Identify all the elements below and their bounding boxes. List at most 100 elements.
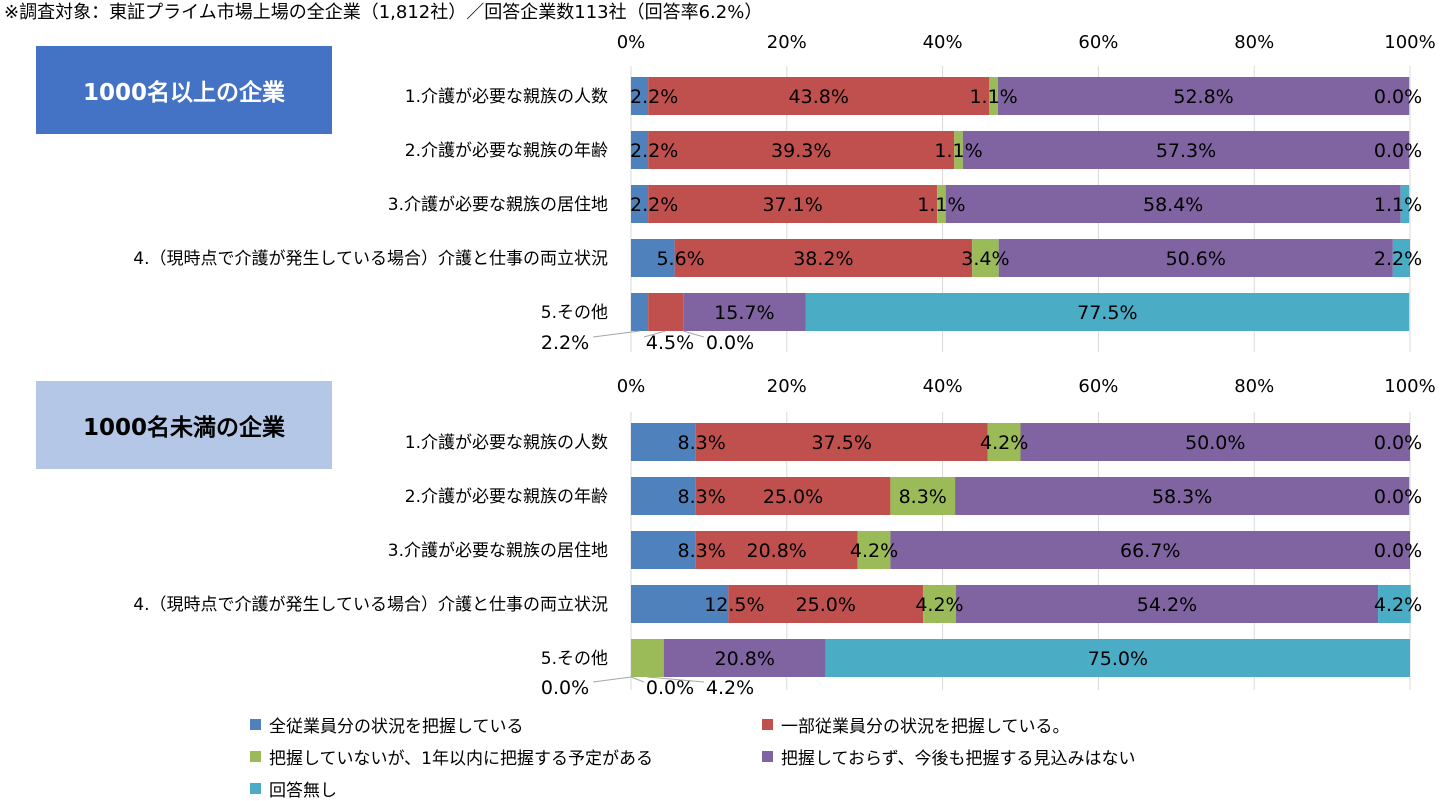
- legend-swatch: [762, 719, 773, 730]
- data-label: 57.3%: [1156, 140, 1216, 162]
- legend-swatch: [250, 719, 261, 730]
- data-label: 0.0%: [1374, 486, 1422, 508]
- bar-segment: [631, 131, 649, 169]
- category-label: 3.介護が必要な親族の居住地: [388, 195, 608, 215]
- data-label: 1.1%: [1374, 194, 1422, 216]
- bar-segment: [631, 293, 649, 331]
- data-label: 3.4%: [961, 248, 1009, 270]
- bar-segment: [997, 77, 1410, 115]
- bar-segment: [631, 185, 649, 223]
- legend-label: 把握していないが、1年以内に把握する予定がある: [269, 749, 653, 769]
- bar-segment: [648, 293, 684, 331]
- data-label: 0.0%: [541, 677, 589, 699]
- callout-line: [683, 330, 705, 338]
- stacked-bar-chart: 0% 20% 40% 60% 80% 100% 1.介護が必要な親族の人数 2.2% 43.8%…: [133, 32, 1435, 699]
- data-label: 15.7%: [714, 302, 774, 324]
- bar-segment: [695, 423, 988, 461]
- bar-segment: [728, 585, 924, 623]
- legend-item: 全従業員分の状況を把握している: [250, 712, 524, 737]
- bar-segment: [972, 239, 999, 277]
- bar-segment: [695, 477, 891, 515]
- category-label: 2.介護が必要な親族の年齢: [405, 141, 608, 161]
- legend-item: 回答無し: [250, 776, 337, 801]
- survey-note: ※調査対象：東証プライム市場上場の全企業（1,812社）／回答企業数113社（回…: [4, 2, 763, 23]
- bar-segment: [998, 239, 1393, 277]
- category-label: 1.介護が必要な親族の人数: [405, 433, 608, 453]
- bar-segment: [1400, 185, 1410, 223]
- x-tick-label: 40%: [923, 376, 963, 397]
- x-tick-label: 0%: [617, 376, 646, 397]
- legend: 全従業員分の状況を把握している 一部従業員分の状況を把握している。 把握していな…: [250, 710, 1250, 801]
- legend-label: 回答無し: [269, 781, 337, 801]
- data-label: 2.2%: [630, 86, 678, 108]
- bar-segment: [989, 77, 998, 115]
- data-label: 0.0%: [1374, 86, 1422, 108]
- panel-label-small-companies: 1000名未満の企業: [36, 381, 332, 469]
- data-label: 4.2%: [850, 540, 898, 562]
- category-label: 2.介護が必要な親族の年齢: [405, 487, 608, 507]
- data-label: 25.0%: [763, 486, 823, 508]
- data-label: 8.3%: [899, 486, 947, 508]
- bar-segment: [1020, 423, 1410, 461]
- bar-segment: [631, 477, 696, 515]
- legend-label: 一部従業員分の状況を把握している。: [781, 717, 1070, 737]
- bar-segment: [890, 531, 1410, 569]
- data-label: 8.3%: [678, 486, 726, 508]
- x-tick-label: 80%: [1234, 32, 1274, 53]
- bar-segment: [857, 531, 891, 569]
- data-label: 37.1%: [762, 194, 822, 216]
- category-label: 3.介護が必要な親族の居住地: [388, 541, 608, 561]
- callout-line: [592, 676, 632, 683]
- panel-label-large-companies: 1000名以上の企業: [36, 46, 332, 134]
- data-label: 8.3%: [678, 540, 726, 562]
- data-label: 0.0%: [1374, 540, 1422, 562]
- data-label: 4.2%: [915, 594, 963, 616]
- category-label: 1.介護が必要な親族の人数: [405, 87, 608, 107]
- bar-segment: [631, 239, 675, 277]
- category-label: 4.（現時点で介護が発生している場合）介護と仕事の両立状況: [133, 595, 608, 615]
- data-label: 2.2%: [630, 194, 678, 216]
- data-label: 20.8%: [746, 540, 806, 562]
- data-label: 1.1%: [934, 140, 982, 162]
- bar-segment: [683, 293, 806, 331]
- data-label: 4.5%: [646, 332, 694, 354]
- x-tick-label: 60%: [1078, 376, 1118, 397]
- data-label: 25.0%: [796, 594, 856, 616]
- x-tick-label: 60%: [1078, 32, 1118, 53]
- bar-segment: [987, 423, 1021, 461]
- data-label: 2.2%: [1374, 248, 1422, 270]
- data-label: 8.3%: [678, 432, 726, 454]
- bar-segment: [954, 131, 963, 169]
- legend-label: 全従業員分の状況を把握している: [269, 717, 524, 737]
- x-tick-label: 20%: [767, 32, 807, 53]
- bar-segment: [805, 293, 1410, 331]
- data-label: 50.0%: [1185, 432, 1245, 454]
- data-label: 38.2%: [793, 248, 853, 270]
- bar-segment: [1378, 585, 1411, 623]
- x-tick-label: 100%: [1384, 32, 1435, 53]
- data-label: 50.6%: [1166, 248, 1226, 270]
- bar-segment: [955, 477, 1410, 515]
- bar-segment: [674, 239, 973, 277]
- legend-item: 一部従業員分の状況を把握している。: [762, 712, 1070, 737]
- data-label: 1.1%: [969, 86, 1017, 108]
- x-tick-label: 0%: [617, 32, 646, 53]
- bar-segment: [825, 639, 1410, 677]
- data-label: 5.6%: [656, 248, 704, 270]
- bar-segment: [631, 423, 696, 461]
- legend-label: 把握しておらず、今後も把握する見込みはない: [781, 749, 1136, 769]
- data-label: 0.0%: [646, 677, 694, 699]
- data-label: 4.2%: [980, 432, 1028, 454]
- category-label: 5.その他: [541, 303, 608, 323]
- callout-line: [647, 676, 705, 683]
- bar-segment: [631, 639, 664, 677]
- bar-segment: [695, 531, 858, 569]
- bar-segment: [955, 585, 1379, 623]
- data-label: 39.3%: [771, 140, 831, 162]
- data-label: 37.5%: [812, 432, 872, 454]
- data-label: 54.2%: [1137, 594, 1197, 616]
- bar-segment: [945, 185, 1401, 223]
- bar-segment: [631, 77, 649, 115]
- data-label: 2.2%: [541, 332, 589, 354]
- legend-swatch: [250, 751, 261, 762]
